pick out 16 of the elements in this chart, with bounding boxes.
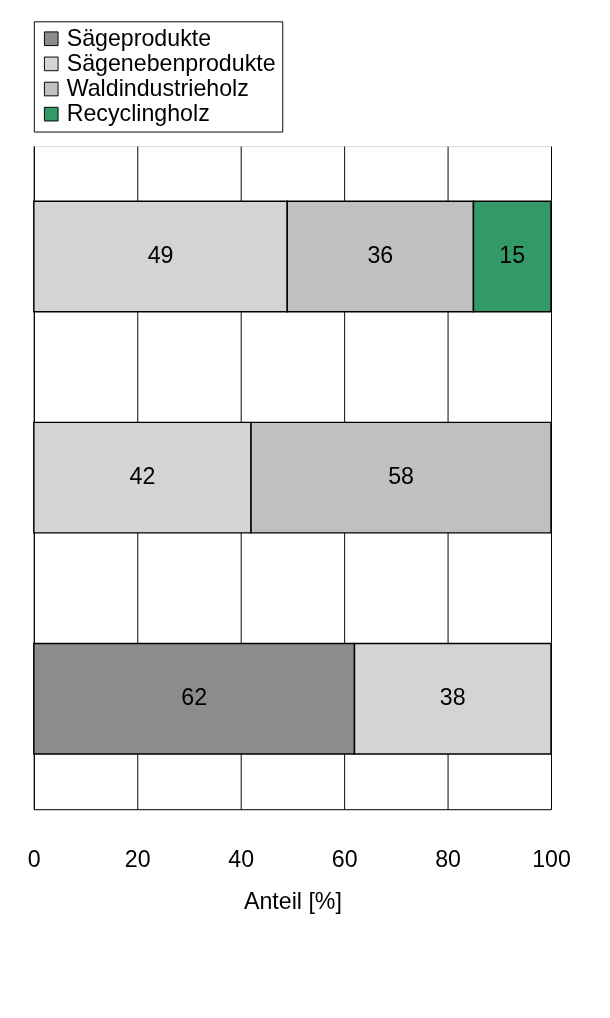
data-label: 42 bbox=[129, 463, 156, 490]
x-tick-label: 80 bbox=[435, 845, 461, 872]
data-label: 62 bbox=[181, 684, 208, 711]
x-tick-label: 40 bbox=[228, 845, 255, 872]
x-tick-label: 0 bbox=[27, 845, 41, 872]
x-tick-label: 100 bbox=[532, 845, 571, 872]
data-label: 36 bbox=[367, 242, 394, 269]
data-label: 15 bbox=[499, 242, 526, 269]
x-tick-label: 60 bbox=[331, 845, 358, 872]
x-tick-label: 20 bbox=[124, 845, 151, 872]
data-label: 49 bbox=[147, 242, 174, 269]
data-label: 38 bbox=[439, 684, 466, 711]
legend-label: Sägeprodukte bbox=[66, 24, 212, 51]
legend-label: Recyclingholz bbox=[66, 99, 210, 126]
data-label: 58 bbox=[388, 463, 414, 490]
x-axis-title: Anteil [%] bbox=[243, 888, 342, 915]
